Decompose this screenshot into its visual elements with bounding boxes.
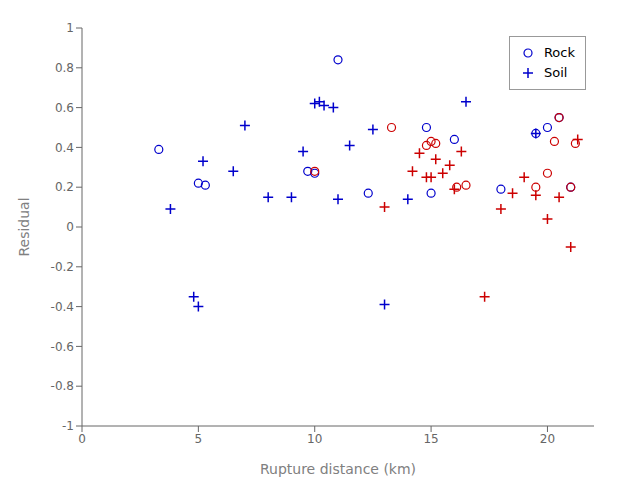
svg-text:15: 15: [423, 432, 438, 446]
svg-text:Rupture distance (km): Rupture distance (km): [260, 461, 416, 477]
svg-text:Residual: Residual: [16, 197, 32, 256]
svg-text:0.4: 0.4: [55, 141, 74, 155]
svg-text:10: 10: [307, 432, 322, 446]
svg-text:1: 1: [66, 21, 74, 35]
svg-text:0.2: 0.2: [55, 180, 74, 194]
svg-text:-0.2: -0.2: [51, 260, 74, 274]
svg-text:-0.6: -0.6: [51, 340, 74, 354]
svg-text:20: 20: [540, 432, 555, 446]
svg-text:-0.8: -0.8: [51, 379, 74, 393]
svg-text:5: 5: [195, 432, 203, 446]
html-text:Soil: Soil: [543, 65, 568, 80]
svg-text:-1: -1: [62, 419, 74, 433]
svg-text:0.8: 0.8: [55, 61, 74, 75]
svg-text:-0.4: -0.4: [51, 300, 74, 314]
svg-text:0.6: 0.6: [55, 101, 74, 115]
html-text:Rock: Rock: [543, 45, 575, 60]
svg-text:0: 0: [78, 432, 86, 446]
svg-text:0: 0: [66, 220, 74, 234]
